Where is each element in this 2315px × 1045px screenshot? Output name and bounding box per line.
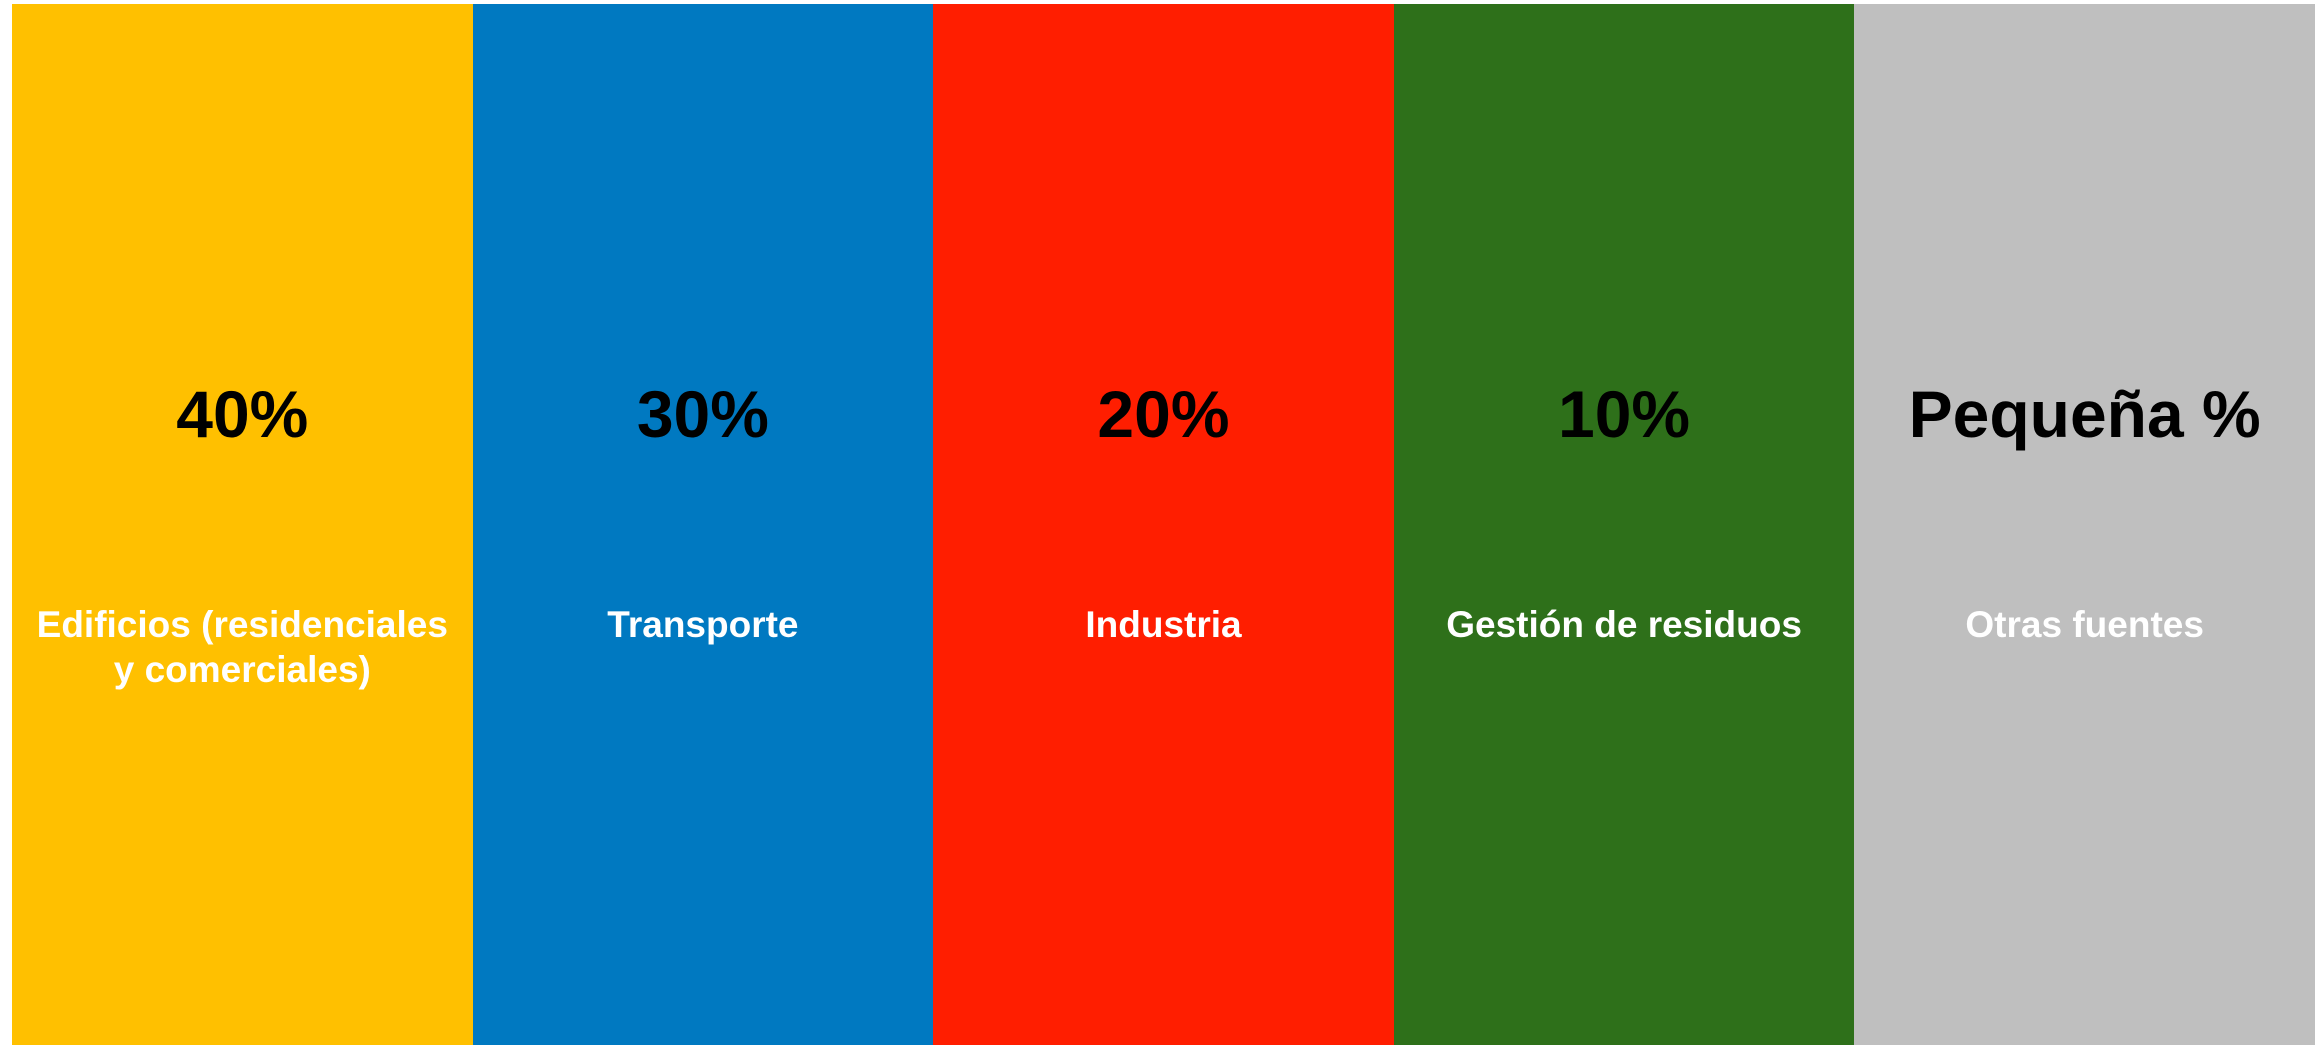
panel-value: 30% xyxy=(636,377,769,451)
panel-value: Pequeña % xyxy=(1908,377,2261,451)
panel: Pequeña % Otras fuentes xyxy=(1854,4,2315,1045)
panel: 40% Edificios (residenciales y comerciale… xyxy=(12,4,473,1045)
panel-label: Edificios (residenciales y comerciales) xyxy=(36,604,448,690)
panel-label: Industria xyxy=(1085,604,1242,645)
panel-label: Transporte xyxy=(607,604,799,645)
panel-row: 40% Edificios (residenciales y comerciale… xyxy=(12,4,2315,1045)
panel-value: 40% xyxy=(176,377,309,451)
panel-label: Otras fuentes xyxy=(1965,604,2204,645)
panel-label: Gestión de residuos xyxy=(1446,604,1802,645)
panel: 20% Industria xyxy=(933,4,1394,1045)
panel: 30% Transporte xyxy=(472,4,934,1045)
panel-value: 10% xyxy=(1558,377,1691,451)
panel-value: 20% xyxy=(1097,377,1230,451)
panel: 10% Gestión de residuos xyxy=(1393,4,1855,1045)
